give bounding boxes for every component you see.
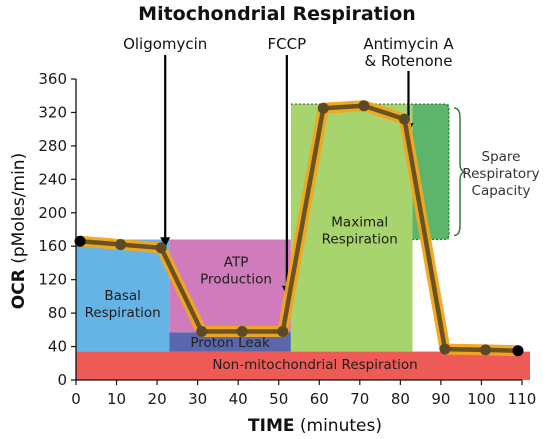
region-basal [76,239,170,352]
region-label-basal-2: Respiration [85,305,161,321]
x-tick-label: 20 [148,390,167,408]
data-point [277,326,289,338]
x-tick-label: 40 [229,390,248,408]
series-line [77,103,521,353]
y-tick-label: 360 [38,70,67,88]
x-tick-label: 30 [188,390,207,408]
y-tick-label: 40 [48,338,67,356]
x-tick-label: 0 [71,390,81,408]
data-point [512,345,524,357]
injection-label-3-line2: & Rotenone [365,52,453,70]
y-tick-label: 320 [38,103,67,121]
x-axis-label-rest: (minutes) [294,416,381,436]
data-point [155,242,167,254]
data-point [74,235,86,247]
x-axis-label-bold: TIME [248,416,294,436]
y-tick-label: 240 [38,170,67,188]
data-point [236,326,248,338]
x-axis-label: TIME (minutes) [248,416,382,436]
x-tick-label: 50 [269,390,288,408]
injection-arrow-head-1 [160,237,171,248]
y-tick-label: 80 [48,304,67,322]
y-tick-label: 0 [57,371,67,389]
region-label-atp-2: Production [200,272,272,288]
spare-capacity-outline [290,103,450,241]
data-point [358,100,370,112]
y-axis-label-rest: (pMoles/min) [9,153,29,269]
data-point [196,326,208,338]
y-tick-label: 200 [38,204,67,222]
spare-capacity-brace-path [453,107,467,237]
axes-layer: 0 40 80 120 160 200 240 280 320 360 0 10 20 30 40 50 60 7… [38,70,536,408]
x-tick-label: 100 [467,390,496,408]
data-point [480,344,492,356]
y-tick-label: 120 [38,271,67,289]
region-label-maximal-2: Respiration [322,232,398,248]
x-tick-label: 110 [508,390,537,408]
region-label-atp-1: ATP [224,255,249,271]
chart-title: Mitochondrial Respiration [138,3,416,25]
injection-label-3: Antimycin A [363,35,454,53]
region-labels-layer: Non-mitochondrial RespirationBasalRespir… [85,149,540,373]
x-tick-label: 70 [350,390,369,408]
x-tick-label: 80 [391,390,410,408]
region-proton-leak [169,332,291,352]
region-label-spare-1: Spare [482,149,521,165]
x-tick-label: 60 [310,390,329,408]
injection-label-2: FCCP [268,35,307,53]
x-tick-label: 10 [107,390,126,408]
region-non-mito [76,351,530,380]
region-label-spare-3: Capacity [472,183,531,199]
region-label-basal-1: Basal [104,288,141,304]
y-tick-label: 280 [38,137,67,155]
series-layer [74,100,524,357]
data-point [115,239,127,251]
data-point [317,102,329,114]
region-label-non-mito-1: Non-mitochondrial Respiration [212,357,417,373]
y-axis-label: OCR (pMoles/min) [9,153,29,309]
region-label-proton-leak-1: Proton Leak [190,335,270,351]
x-tick-label: 90 [431,390,450,408]
injection-label-1: Oligomycin [123,35,207,53]
y-tick-label: 160 [38,237,67,255]
y-axis-label-bold: OCR [9,269,29,309]
region-label-spare-2: Respiratory [462,166,539,182]
data-point [398,113,410,125]
region-label-maximal-1: Maximal [331,215,388,231]
regions-layer [76,103,530,380]
data-point [439,343,451,355]
spare-capacity-brace [453,107,467,237]
